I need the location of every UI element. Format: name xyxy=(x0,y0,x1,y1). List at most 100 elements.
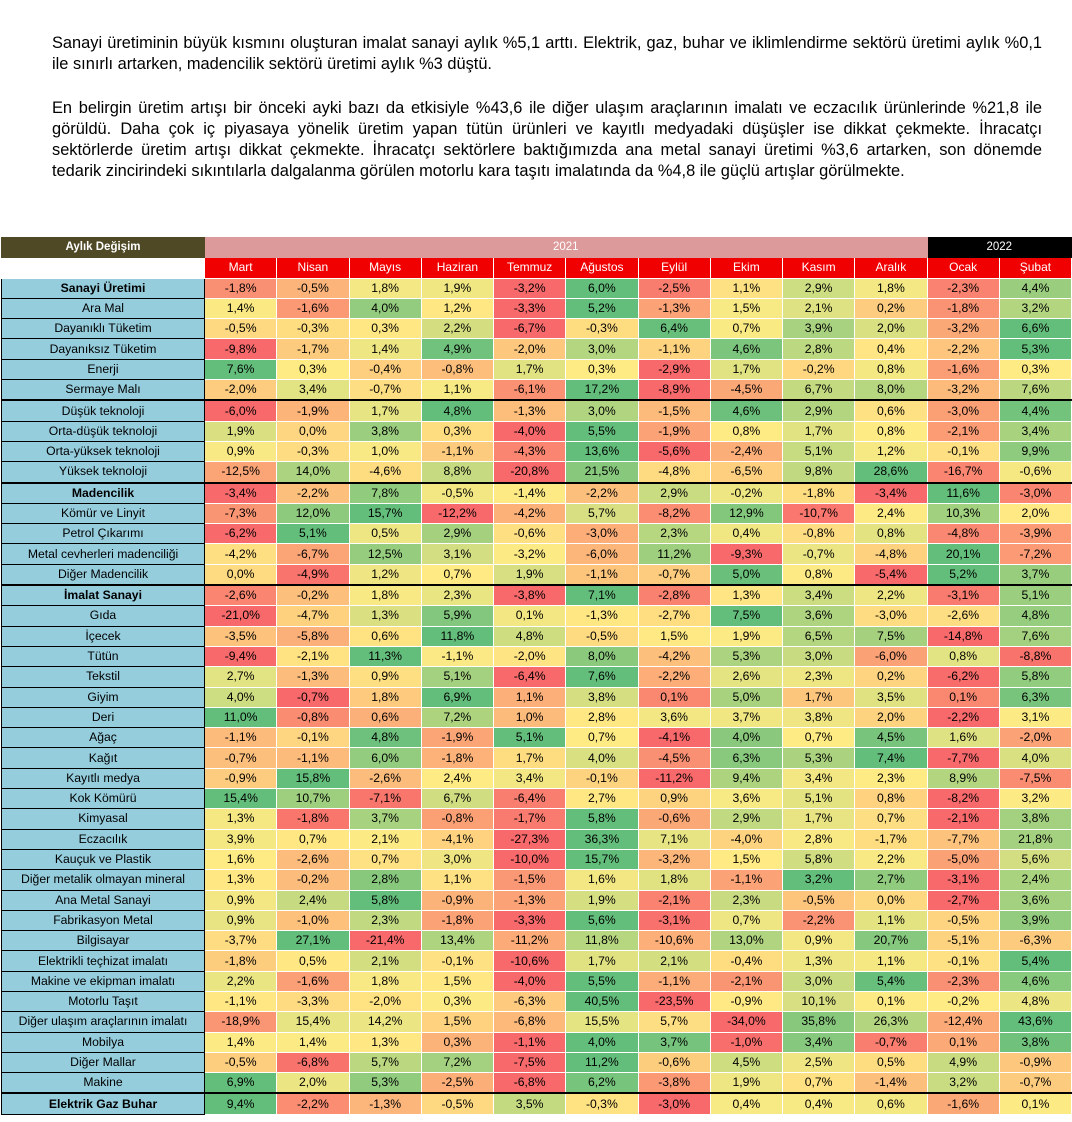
value-cell: 0,3% xyxy=(420,1031,495,1053)
value-cell: -3,8% xyxy=(492,584,567,607)
table-row: Tütün -9,4% -2,1% 11,3% -1,1% -2,0% 8,0% -4,2% 5… xyxy=(1,645,1072,668)
value-cell: 7,6% xyxy=(565,666,639,688)
value-cell: 7,5% xyxy=(709,605,784,627)
value-cell: 0,0% xyxy=(276,420,350,442)
row-label: Tekstil xyxy=(1,666,205,688)
value-cell: 0,3% xyxy=(420,990,495,1013)
value-cell: 3,2% xyxy=(926,1072,1000,1094)
value-cell: 5,8% xyxy=(781,848,856,871)
value-cell: -4,5% xyxy=(637,747,711,769)
value-cell: -6,8% xyxy=(492,1072,567,1094)
value-cell: 4,0% xyxy=(709,727,784,749)
value-cell: -1,1% xyxy=(420,440,495,463)
row-label: Orta-düşük teknoloji xyxy=(1,420,205,442)
value-cell: 2,5% xyxy=(781,1051,856,1074)
value-cell: 0,5% xyxy=(276,950,350,972)
value-cell: 3,2% xyxy=(998,297,1072,320)
month-header: Kasım xyxy=(781,257,856,279)
value-cell: 1,1% xyxy=(709,277,784,299)
table-row: İmalat Sanayi -2,6% -0,2% 1,8% 2,3% -3,8% 7,1%… xyxy=(1,584,1072,607)
value-cell: -3,2% xyxy=(637,848,711,871)
row-label: Makine ve ekipman imalatı xyxy=(1,970,205,992)
table-row: Deri 11,0% -0,8% 0,6% 7,2% 1,0% 2,8% 3,6% 3,7% 3,… xyxy=(1,706,1072,729)
value-cell: -10,6% xyxy=(637,930,711,952)
value-cell: 0,7% xyxy=(565,727,639,749)
value-cell: 5,2% xyxy=(565,297,639,320)
value-cell: -3,4% xyxy=(854,481,928,504)
value-cell: 1,7% xyxy=(781,808,856,830)
value-cell: 11,2% xyxy=(565,1051,639,1074)
value-cell: 5,6% xyxy=(998,848,1072,871)
value-cell: 5,7% xyxy=(637,1011,711,1033)
value-cell: 2,3% xyxy=(348,909,422,932)
value-cell: 5,0% xyxy=(709,686,784,708)
value-cell: 1,6% xyxy=(565,869,639,891)
value-cell: -2,6% xyxy=(276,848,350,871)
row-label: Diğer metalik olmayan mineral xyxy=(1,869,205,891)
value-cell: -4,2% xyxy=(492,502,567,525)
value-cell: -2,4% xyxy=(709,440,784,463)
value-cell: 7,2% xyxy=(420,706,495,729)
value-cell: 1,9% xyxy=(565,889,639,911)
value-cell: -0,8% xyxy=(420,358,495,381)
value-cell: -0,2% xyxy=(781,358,856,381)
value-cell: 0,8% xyxy=(781,563,856,586)
value-cell: 4,4% xyxy=(998,277,1072,299)
value-cell: 3,4% xyxy=(781,1031,856,1053)
value-cell: 2,8% xyxy=(565,706,639,729)
value-cell: -4,0% xyxy=(492,420,567,442)
monthly-change-table: Aylık Değişim 2021 2022 Mart Nisan Mayıs Ha… xyxy=(1,236,1072,1115)
value-cell: -27,3% xyxy=(492,828,567,850)
value-cell: 17,2% xyxy=(565,379,639,401)
table-row: Dayanıksız Tüketim -9,8% -1,7% 1,4% 4,9% -2,0… xyxy=(1,338,1072,360)
value-cell: 15,4% xyxy=(203,788,278,810)
value-cell: 0,1% xyxy=(998,1092,1072,1115)
value-cell: 40,5% xyxy=(565,990,639,1013)
value-cell: -6,0% xyxy=(854,645,928,668)
value-cell: -0,6% xyxy=(492,523,567,545)
value-cell: 10,1% xyxy=(781,990,856,1013)
value-cell: 1,0% xyxy=(348,440,422,463)
value-cell: -0,9% xyxy=(420,889,495,911)
row-label: Sanayi Üretimi xyxy=(1,277,205,299)
table-row: Tekstil 2,7% -1,3% 0,9% 5,1% -6,4% 7,6% -2,2% 2,… xyxy=(1,666,1072,688)
value-cell: -3,1% xyxy=(926,869,1000,891)
value-cell: 4,8% xyxy=(998,990,1072,1013)
value-cell: -0,2% xyxy=(926,990,1000,1013)
value-cell: -0,1% xyxy=(926,440,1000,463)
value-cell: -1,5% xyxy=(492,869,567,891)
value-cell: -1,7% xyxy=(854,828,928,850)
value-cell: 0,7% xyxy=(276,828,350,850)
value-cell: 8,8% xyxy=(420,461,495,484)
value-cell: 0,9% xyxy=(637,788,711,810)
value-cell: 4,6% xyxy=(709,399,784,422)
value-cell: 8,0% xyxy=(854,379,928,401)
value-cell: -0,1% xyxy=(926,950,1000,972)
value-cell: 9,4% xyxy=(203,1092,278,1115)
value-cell: -1,1% xyxy=(709,869,784,891)
value-cell: -0,8% xyxy=(781,523,856,545)
value-cell: -0,5% xyxy=(781,889,856,911)
value-cell: 7,5% xyxy=(854,625,928,647)
value-cell: -1,8% xyxy=(203,950,278,972)
value-cell: 3,8% xyxy=(998,1031,1072,1053)
table-row: Orta-yüksek teknoloji 0,9% -0,3% 1,0% -1,1% -… xyxy=(1,440,1072,463)
value-cell: -0,5% xyxy=(565,625,639,647)
table-row: Ana Metal Sanayi 0,9% 2,4% 5,8% -0,9% -1,3% 1,… xyxy=(1,889,1072,911)
value-cell: -5,8% xyxy=(276,625,350,647)
value-cell: 5,2% xyxy=(926,563,1000,586)
value-cell: -0,1% xyxy=(565,767,639,790)
value-cell: -8,9% xyxy=(637,379,711,401)
value-cell: 3,7% xyxy=(709,706,784,729)
value-cell: 2,4% xyxy=(420,767,495,790)
value-cell: 4,8% xyxy=(998,605,1072,627)
table-row: Fabrikasyon Metal 0,9% -1,0% 2,3% -1,8% -3,3%… xyxy=(1,909,1072,932)
value-cell: 1,8% xyxy=(348,970,422,992)
table-row: Mobilya 1,4% 1,4% 1,3% 0,3% -1,1% 4,0% 3,7% -1,0… xyxy=(1,1031,1072,1053)
value-cell: -7,5% xyxy=(998,767,1072,790)
value-cell: 7,6% xyxy=(203,358,278,381)
value-cell: 1,7% xyxy=(781,420,856,442)
value-cell: -0,9% xyxy=(998,1051,1072,1074)
row-label: Diğer ulaşım araçlarının imalatı xyxy=(1,1011,205,1033)
value-cell: 5,4% xyxy=(854,970,928,992)
